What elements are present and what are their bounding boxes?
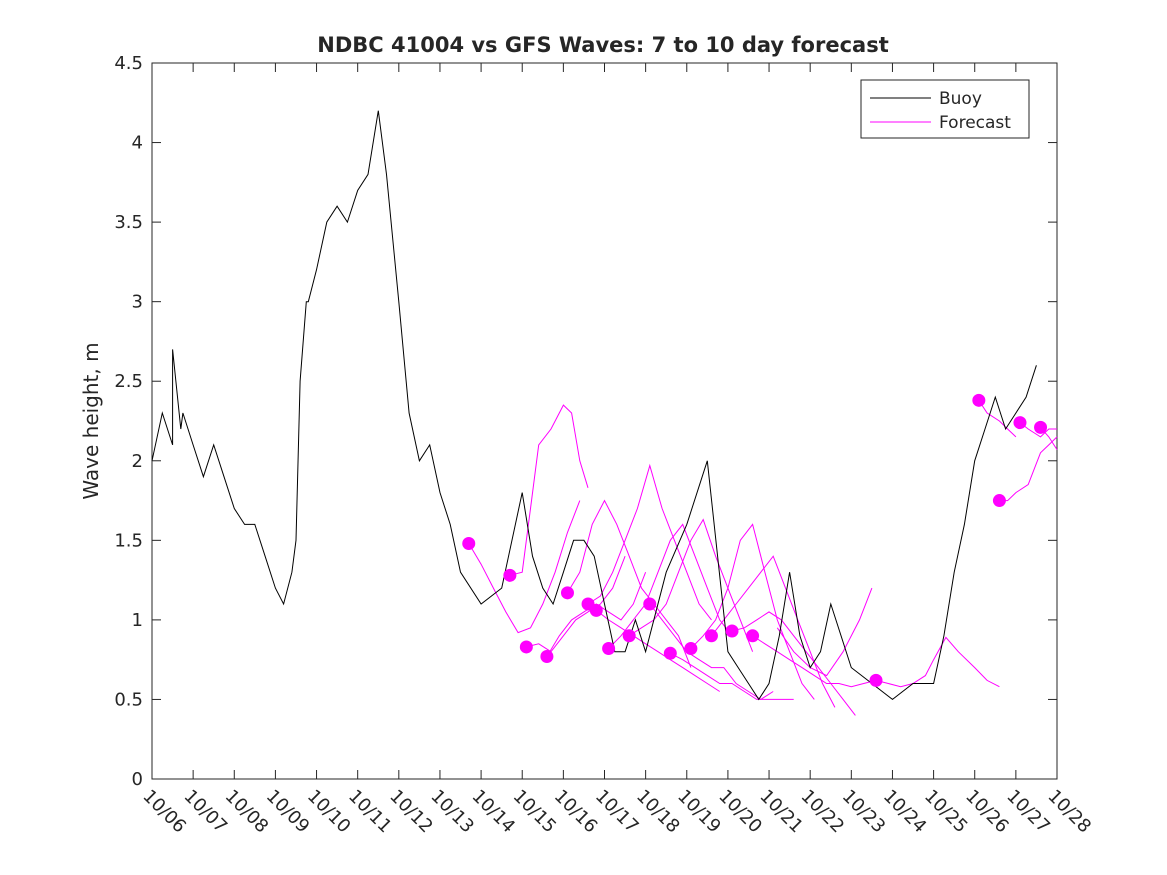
forecast-start-marker [462, 537, 476, 551]
forecast-line [468, 500, 581, 634]
forecast-start-marker [869, 673, 883, 687]
forecast-line [875, 636, 1000, 688]
legend-buoy-label: Buoy [939, 89, 982, 109]
y-tick-label: 1 [132, 610, 143, 631]
y-tick-label: 0.5 [114, 689, 143, 710]
forecast-line [731, 611, 856, 716]
forecast-start-marker [746, 629, 760, 643]
forecast-start-marker [1013, 416, 1027, 430]
forecast-line [776, 587, 873, 677]
forecast-start-marker [540, 649, 554, 663]
forecast-start-marker [992, 494, 1006, 508]
y-tick-label: 4.5 [114, 53, 143, 74]
forecast-line [526, 556, 626, 653]
y-tick-label: 3 [132, 292, 143, 313]
forecast-line [595, 609, 720, 692]
chart-title: NDBC 41004 vs GFS Waves: 7 to 10 day for… [317, 33, 888, 57]
forecast-line [752, 635, 877, 688]
forecast-line [608, 523, 733, 649]
buoy-line [151, 110, 1037, 701]
y-tick-label: 0 [132, 769, 143, 790]
buoy-series [151, 110, 1037, 701]
plot-area [151, 62, 1058, 780]
forecast-start-marker [704, 629, 718, 643]
y-tick-label: 2.5 [114, 371, 143, 392]
forecast-start-marker [684, 642, 698, 656]
forecast-start-marker [1034, 420, 1048, 434]
forecast-line [978, 400, 1017, 438]
forecast-start-marker [503, 568, 517, 582]
legend-forecast-label: Forecast [939, 113, 1011, 133]
y-tick-label: 1.5 [114, 530, 143, 551]
y-tick-label: 4 [132, 133, 143, 154]
forecast-line [1019, 422, 1057, 438]
y-axis-label: Wave height, m [79, 342, 103, 499]
forecast-line [628, 518, 754, 652]
forecast-line [649, 603, 774, 700]
legend-box [860, 79, 1030, 139]
forecast-line [567, 499, 692, 668]
y-tick-label: 2 [132, 451, 143, 472]
forecast-line [587, 463, 712, 621]
forecast-start-marker [589, 603, 603, 617]
forecast-line [999, 436, 1058, 502]
forecast-start-marker [602, 642, 616, 656]
legend: Buoy Forecast [860, 79, 1030, 139]
forecast-line [670, 652, 794, 700]
forecast-markers [462, 393, 1048, 687]
forecast-start-marker [519, 640, 533, 654]
forecast-start-marker [725, 624, 739, 638]
forecast-lines [468, 400, 1058, 716]
forecast-start-marker [663, 646, 677, 660]
forecast-start-marker [560, 586, 574, 600]
forecast-start-marker [972, 393, 986, 407]
forecast-line [509, 404, 589, 576]
forecast-start-marker [643, 597, 657, 611]
forecast-start-marker [622, 629, 636, 643]
y-tick-label: 3.5 [114, 212, 143, 233]
